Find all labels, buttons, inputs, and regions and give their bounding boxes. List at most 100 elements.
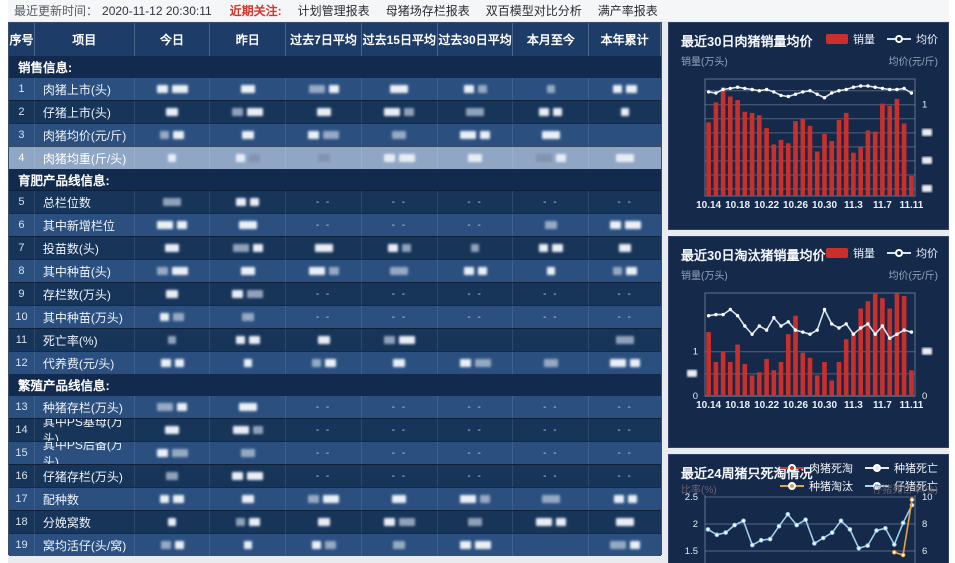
data-cell	[362, 101, 438, 123]
table-row-17[interactable]: 17 配种数	[9, 487, 661, 510]
table-row-14[interactable]: 14 其中PS基母(万头) - - - - - - - - - -	[9, 418, 661, 441]
redacted-value	[616, 518, 635, 526]
legend-item-2[interactable]: 均价	[887, 31, 938, 47]
row-serial: 9	[9, 283, 35, 305]
data-cell: - -	[362, 442, 438, 464]
table-row-7[interactable]: 7 投苗数(头)	[9, 236, 661, 259]
dash-value: - -	[617, 311, 633, 323]
redacted-value	[551, 244, 563, 252]
line-dot-icon	[780, 463, 804, 473]
legend-item-1[interactable]: 肉猪死淘	[780, 460, 853, 476]
data-cell	[135, 511, 211, 533]
data-point	[706, 90, 711, 94]
redacted-value	[613, 85, 623, 93]
table-row-2[interactable]: 2 仔猪上市(头)	[9, 100, 661, 123]
right-axis-label: 均价(元/斤)	[888, 271, 938, 282]
table-row-13[interactable]: 13 种猪存栏(万头) - - - - - - - - - -	[9, 395, 661, 418]
redacted-value	[390, 267, 409, 275]
data-point	[859, 326, 863, 330]
redacted-value	[463, 85, 474, 93]
redacted-value	[232, 472, 244, 480]
table-row-15[interactable]: 15 其中PS后备(万头) - - - - - - - - - -	[9, 441, 661, 464]
table-row-1[interactable]: 1 肉猪上市(头)	[9, 77, 661, 100]
row-serial: 15	[9, 442, 35, 464]
sales-bar	[728, 362, 733, 396]
sales-bar	[829, 380, 834, 396]
legend-item-2[interactable]: 种猪死亡	[865, 460, 938, 476]
data-point	[866, 84, 870, 88]
legend-item-3[interactable]: 种猪淘汰	[780, 478, 853, 494]
dash-value: - -	[467, 196, 483, 208]
topbar-link-4[interactable]: 满产率报表	[597, 4, 658, 18]
data-cell	[210, 306, 287, 328]
data-cell	[286, 511, 362, 533]
legend-label: 种猪淘汰	[809, 481, 853, 493]
topbar-link-1[interactable]: 计划管理报表	[297, 4, 370, 18]
row-item-label: 其中PS后备(万头)	[35, 442, 135, 464]
redacted-value	[156, 267, 168, 275]
redacted-value	[311, 541, 321, 549]
redacted-value	[553, 108, 563, 116]
redacted-value	[243, 359, 252, 367]
data-cell	[286, 260, 362, 282]
data-point	[815, 328, 819, 332]
table-row-11[interactable]: 11 死亡率(%)	[9, 328, 661, 351]
bar-swatch-icon	[826, 34, 848, 44]
sales-bar	[735, 100, 740, 196]
table-row-19[interactable]: 19 窝均活仔(头/窝)	[9, 533, 661, 556]
sales-bar	[909, 176, 914, 196]
sales-bar	[778, 139, 784, 196]
table-row-6[interactable]: 6 其中新增栏位 - - - - - -	[9, 213, 661, 236]
table-row-12[interactable]: 12 代养费(元/头)	[9, 351, 661, 374]
table-row-4[interactable]: 4 肉猪均重(斤/头)	[9, 146, 661, 169]
data-cell	[362, 260, 438, 282]
x-tick-label: 10.22	[754, 400, 779, 411]
row-serial: 12	[9, 352, 35, 374]
data-cell: - -	[286, 465, 362, 487]
table-row-8[interactable]: 8 其中种苗(头)	[9, 259, 661, 282]
row-serial: 10	[9, 306, 35, 328]
legend-item-1[interactable]: 销量	[826, 31, 875, 47]
topbar-link-3[interactable]: 双百模型对比分析	[485, 4, 582, 18]
redacted-value	[459, 359, 471, 367]
redacted-value	[240, 85, 255, 93]
topbar-link-2[interactable]: 母猪场存栏报表	[385, 4, 470, 18]
redacted-value	[160, 131, 170, 139]
data-cell	[210, 78, 287, 100]
data-point	[735, 85, 740, 89]
data-point	[865, 543, 870, 548]
redacted-tick	[922, 128, 932, 136]
legend-item-2[interactable]: 均价	[887, 245, 938, 261]
legend-item-1[interactable]: 销量	[826, 245, 875, 261]
table-row-18[interactable]: 18 分娩窝数	[9, 510, 661, 533]
series-line-种猪淘汰	[894, 499, 913, 557]
data-point	[902, 86, 906, 91]
data-cell: - -	[589, 283, 661, 305]
redacted-value	[480, 131, 491, 139]
table-row-16[interactable]: 16 仔猪存栏(万头) - - - - - - - - - -	[9, 464, 661, 487]
redacted-value	[308, 85, 325, 93]
table-row-5[interactable]: 5 总栏位数 - - - - - - - - - -	[9, 190, 661, 213]
redacted-value	[163, 198, 182, 206]
table-row-9[interactable]: 9 存栏数(万头) - - - - - - - - - -	[9, 282, 661, 305]
x-tick-label: 10.18	[725, 400, 750, 411]
data-cell	[210, 352, 287, 374]
data-point	[822, 96, 827, 100]
data-cell: - -	[589, 396, 661, 418]
dash-value: - -	[391, 311, 408, 323]
chart-legend: 肉猪死淘 种猪死亡 种猪淘汰 仔猪死亡	[780, 460, 938, 494]
update-time-value: 2020-11-12 20:30:11	[102, 3, 212, 18]
table-header-row: 序号 项目 今日 昨日 过去7日平均 过去15日平均 过去30日平均 本月至今 本年累计	[9, 23, 661, 56]
table-row-3[interactable]: 3 肉猪均价(元/斤)	[9, 123, 661, 146]
sales-bar	[814, 375, 820, 396]
table-row-10[interactable]: 10 其中种苗(万头) - - - - - - - - - -	[9, 305, 661, 328]
sales-bar	[713, 362, 719, 396]
data-cell: - -	[286, 214, 362, 236]
redacted-value	[252, 426, 263, 434]
redacted-value	[160, 495, 170, 503]
dash-value: - -	[617, 424, 633, 436]
y-tick-label: 1	[922, 100, 927, 111]
data-cell: - -	[513, 306, 590, 328]
legend-item-4[interactable]: 仔猪死亡	[865, 478, 938, 494]
sales-bar	[807, 125, 813, 196]
